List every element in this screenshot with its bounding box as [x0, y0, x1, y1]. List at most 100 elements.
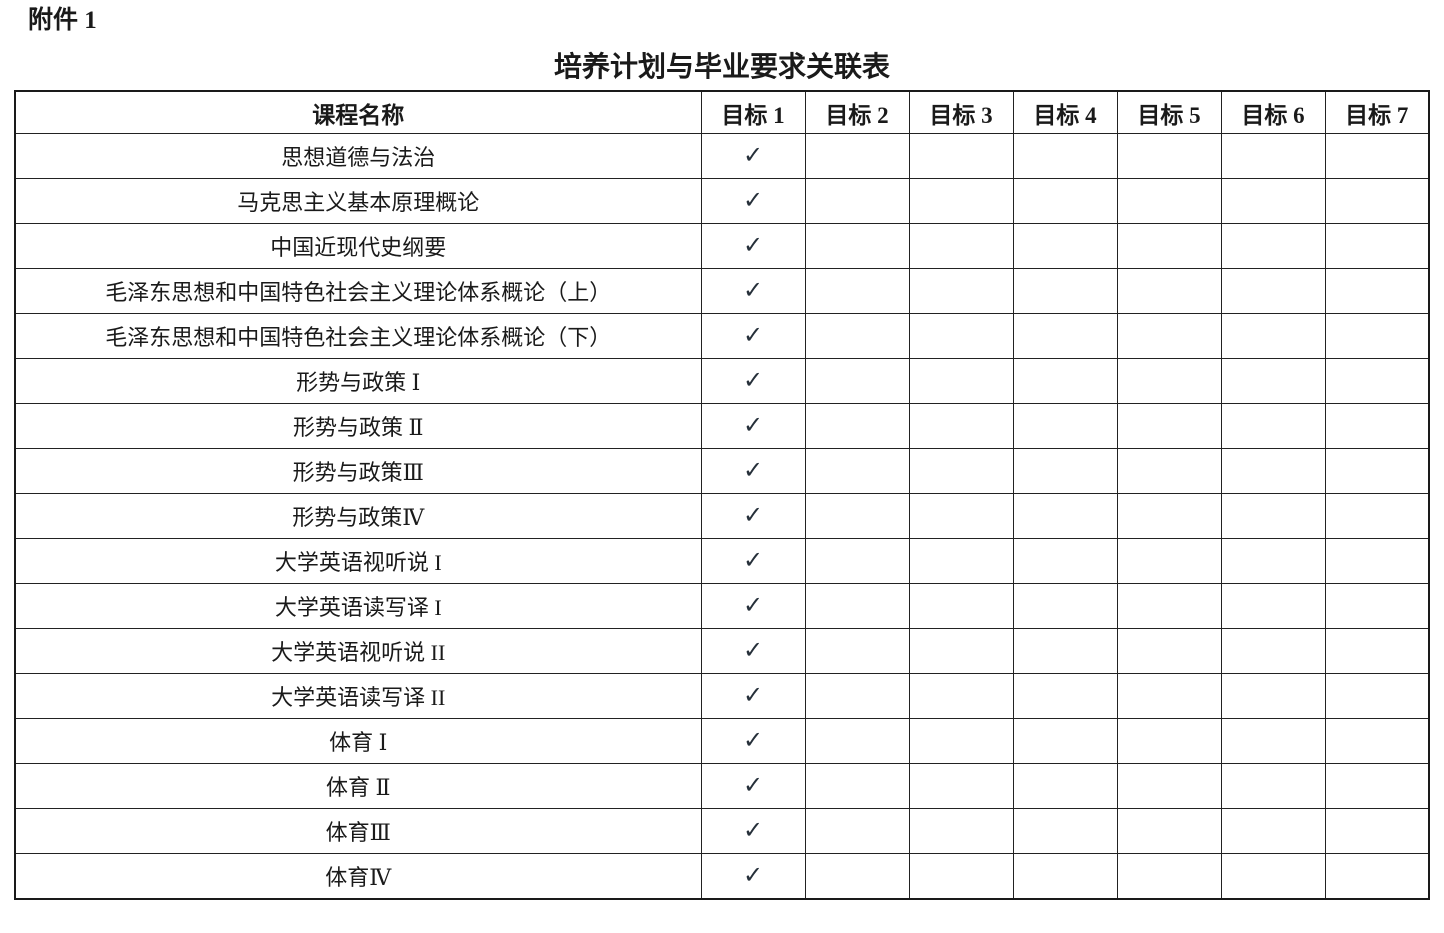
empty-goal-cell: [1012, 673, 1118, 720]
checkmark-cell: ✓: [700, 808, 806, 855]
empty-goal-cell: [908, 628, 1014, 675]
empty-goal-cell: [1116, 313, 1222, 360]
empty-goal-cell: [1012, 763, 1118, 810]
empty-goal-cell: [804, 583, 910, 630]
empty-goal-cell: [1324, 673, 1430, 720]
header-row: 课程名称 目标 1 目标 2 目标 3 目标 4 目标 5 目标 6 目标 7: [14, 90, 1430, 135]
course-cell: 大学英语视听说 I: [14, 538, 702, 585]
checkmark-cell: ✓: [700, 493, 806, 540]
checkmark-icon: ✓: [742, 143, 764, 170]
empty-goal-cell: [1012, 358, 1118, 405]
empty-goal-cell: [1324, 223, 1430, 270]
empty-goal-cell: [1116, 628, 1222, 675]
empty-goal-cell: [1220, 538, 1326, 585]
empty-goal-cell: [1324, 448, 1430, 495]
empty-goal-cell: [804, 808, 910, 855]
empty-goal-cell: [1324, 358, 1430, 405]
empty-goal-cell: [1220, 808, 1326, 855]
goal-header-7: 目标 7: [1324, 90, 1430, 135]
course-name-header: 课程名称: [14, 90, 702, 135]
checkmark-cell: ✓: [700, 448, 806, 495]
course-cell: 体育 Ⅰ: [14, 718, 702, 765]
table-row: 马克思主义基本原理概论 ✓: [14, 178, 1430, 225]
empty-goal-cell: [804, 268, 910, 315]
course-cell: 体育Ⅳ: [14, 853, 702, 900]
table-row: 毛泽东思想和中国特色社会主义理论体系概论（下） ✓: [14, 313, 1430, 360]
empty-goal-cell: [1116, 718, 1222, 765]
empty-goal-cell: [1012, 403, 1118, 450]
empty-goal-cell: [1012, 313, 1118, 360]
checkmark-icon: ✓: [742, 458, 764, 485]
empty-goal-cell: [1012, 223, 1118, 270]
checkmark-cell: ✓: [700, 268, 806, 315]
course-cell: 毛泽东思想和中国特色社会主义理论体系概论（上）: [14, 268, 702, 315]
empty-goal-cell: [1324, 403, 1430, 450]
table-row: 体育 Ⅱ ✓: [14, 763, 1430, 810]
table-row: 大学英语视听说 I ✓: [14, 538, 1430, 585]
course-cell: 马克思主义基本原理概论: [14, 178, 702, 225]
empty-goal-cell: [1324, 313, 1430, 360]
empty-goal-cell: [804, 313, 910, 360]
empty-goal-cell: [1324, 628, 1430, 675]
empty-goal-cell: [1012, 628, 1118, 675]
goal-header-5: 目标 5: [1116, 90, 1222, 135]
empty-goal-cell: [908, 178, 1014, 225]
empty-goal-cell: [1324, 178, 1430, 225]
empty-goal-cell: [804, 358, 910, 405]
table-row: 形势与政策 Ⅱ ✓: [14, 403, 1430, 450]
checkmark-icon: ✓: [742, 593, 764, 620]
checkmark-icon: ✓: [742, 278, 764, 305]
checkmark-icon: ✓: [742, 368, 764, 395]
checkmark-cell: ✓: [700, 403, 806, 450]
checkmark-icon: ✓: [742, 233, 764, 260]
empty-goal-cell: [1012, 808, 1118, 855]
empty-goal-cell: [1324, 493, 1430, 540]
empty-goal-cell: [908, 493, 1014, 540]
checkmark-icon: ✓: [742, 638, 764, 665]
goal-header-3: 目标 3: [908, 90, 1014, 135]
empty-goal-cell: [1220, 358, 1326, 405]
course-cell: 大学英语读写译 I: [14, 583, 702, 630]
empty-goal-cell: [1220, 178, 1326, 225]
empty-goal-cell: [804, 448, 910, 495]
empty-goal-cell: [1324, 853, 1430, 900]
empty-goal-cell: [908, 313, 1014, 360]
table-row: 思想道德与法治 ✓: [14, 133, 1430, 180]
empty-goal-cell: [1220, 448, 1326, 495]
goal-header-4: 目标 4: [1012, 90, 1118, 135]
goal-header-1: 目标 1: [700, 90, 806, 135]
empty-goal-cell: [804, 853, 910, 900]
empty-goal-cell: [804, 673, 910, 720]
empty-goal-cell: [804, 133, 910, 180]
table-row: 形势与政策 Ⅰ ✓: [14, 358, 1430, 405]
empty-goal-cell: [1324, 808, 1430, 855]
course-cell: 形势与政策 Ⅰ: [14, 358, 702, 405]
course-cell: 毛泽东思想和中国特色社会主义理论体系概论（下）: [14, 313, 702, 360]
checkmark-cell: ✓: [700, 178, 806, 225]
checkmark-cell: ✓: [700, 853, 806, 900]
empty-goal-cell: [908, 763, 1014, 810]
table-row: 形势与政策Ⅲ ✓: [14, 448, 1430, 495]
empty-goal-cell: [1012, 718, 1118, 765]
empty-goal-cell: [1116, 268, 1222, 315]
course-cell: 思想道德与法治: [14, 133, 702, 180]
empty-goal-cell: [1116, 583, 1222, 630]
empty-goal-cell: [1116, 403, 1222, 450]
checkmark-icon: ✓: [742, 548, 764, 575]
table-row: 大学英语读写译 II ✓: [14, 673, 1430, 720]
table-row: 体育Ⅲ ✓: [14, 808, 1430, 855]
empty-goal-cell: [1116, 763, 1222, 810]
empty-goal-cell: [1324, 268, 1430, 315]
empty-goal-cell: [1220, 673, 1326, 720]
empty-goal-cell: [908, 358, 1014, 405]
course-cell: 大学英语读写译 II: [14, 673, 702, 720]
course-cell: 形势与政策Ⅲ: [14, 448, 702, 495]
checkmark-icon: ✓: [742, 773, 764, 800]
empty-goal-cell: [1220, 133, 1326, 180]
empty-goal-cell: [1220, 268, 1326, 315]
course-cell: 大学英语视听说 II: [14, 628, 702, 675]
checkmark-cell: ✓: [700, 763, 806, 810]
empty-goal-cell: [1220, 403, 1326, 450]
checkmark-cell: ✓: [700, 358, 806, 405]
